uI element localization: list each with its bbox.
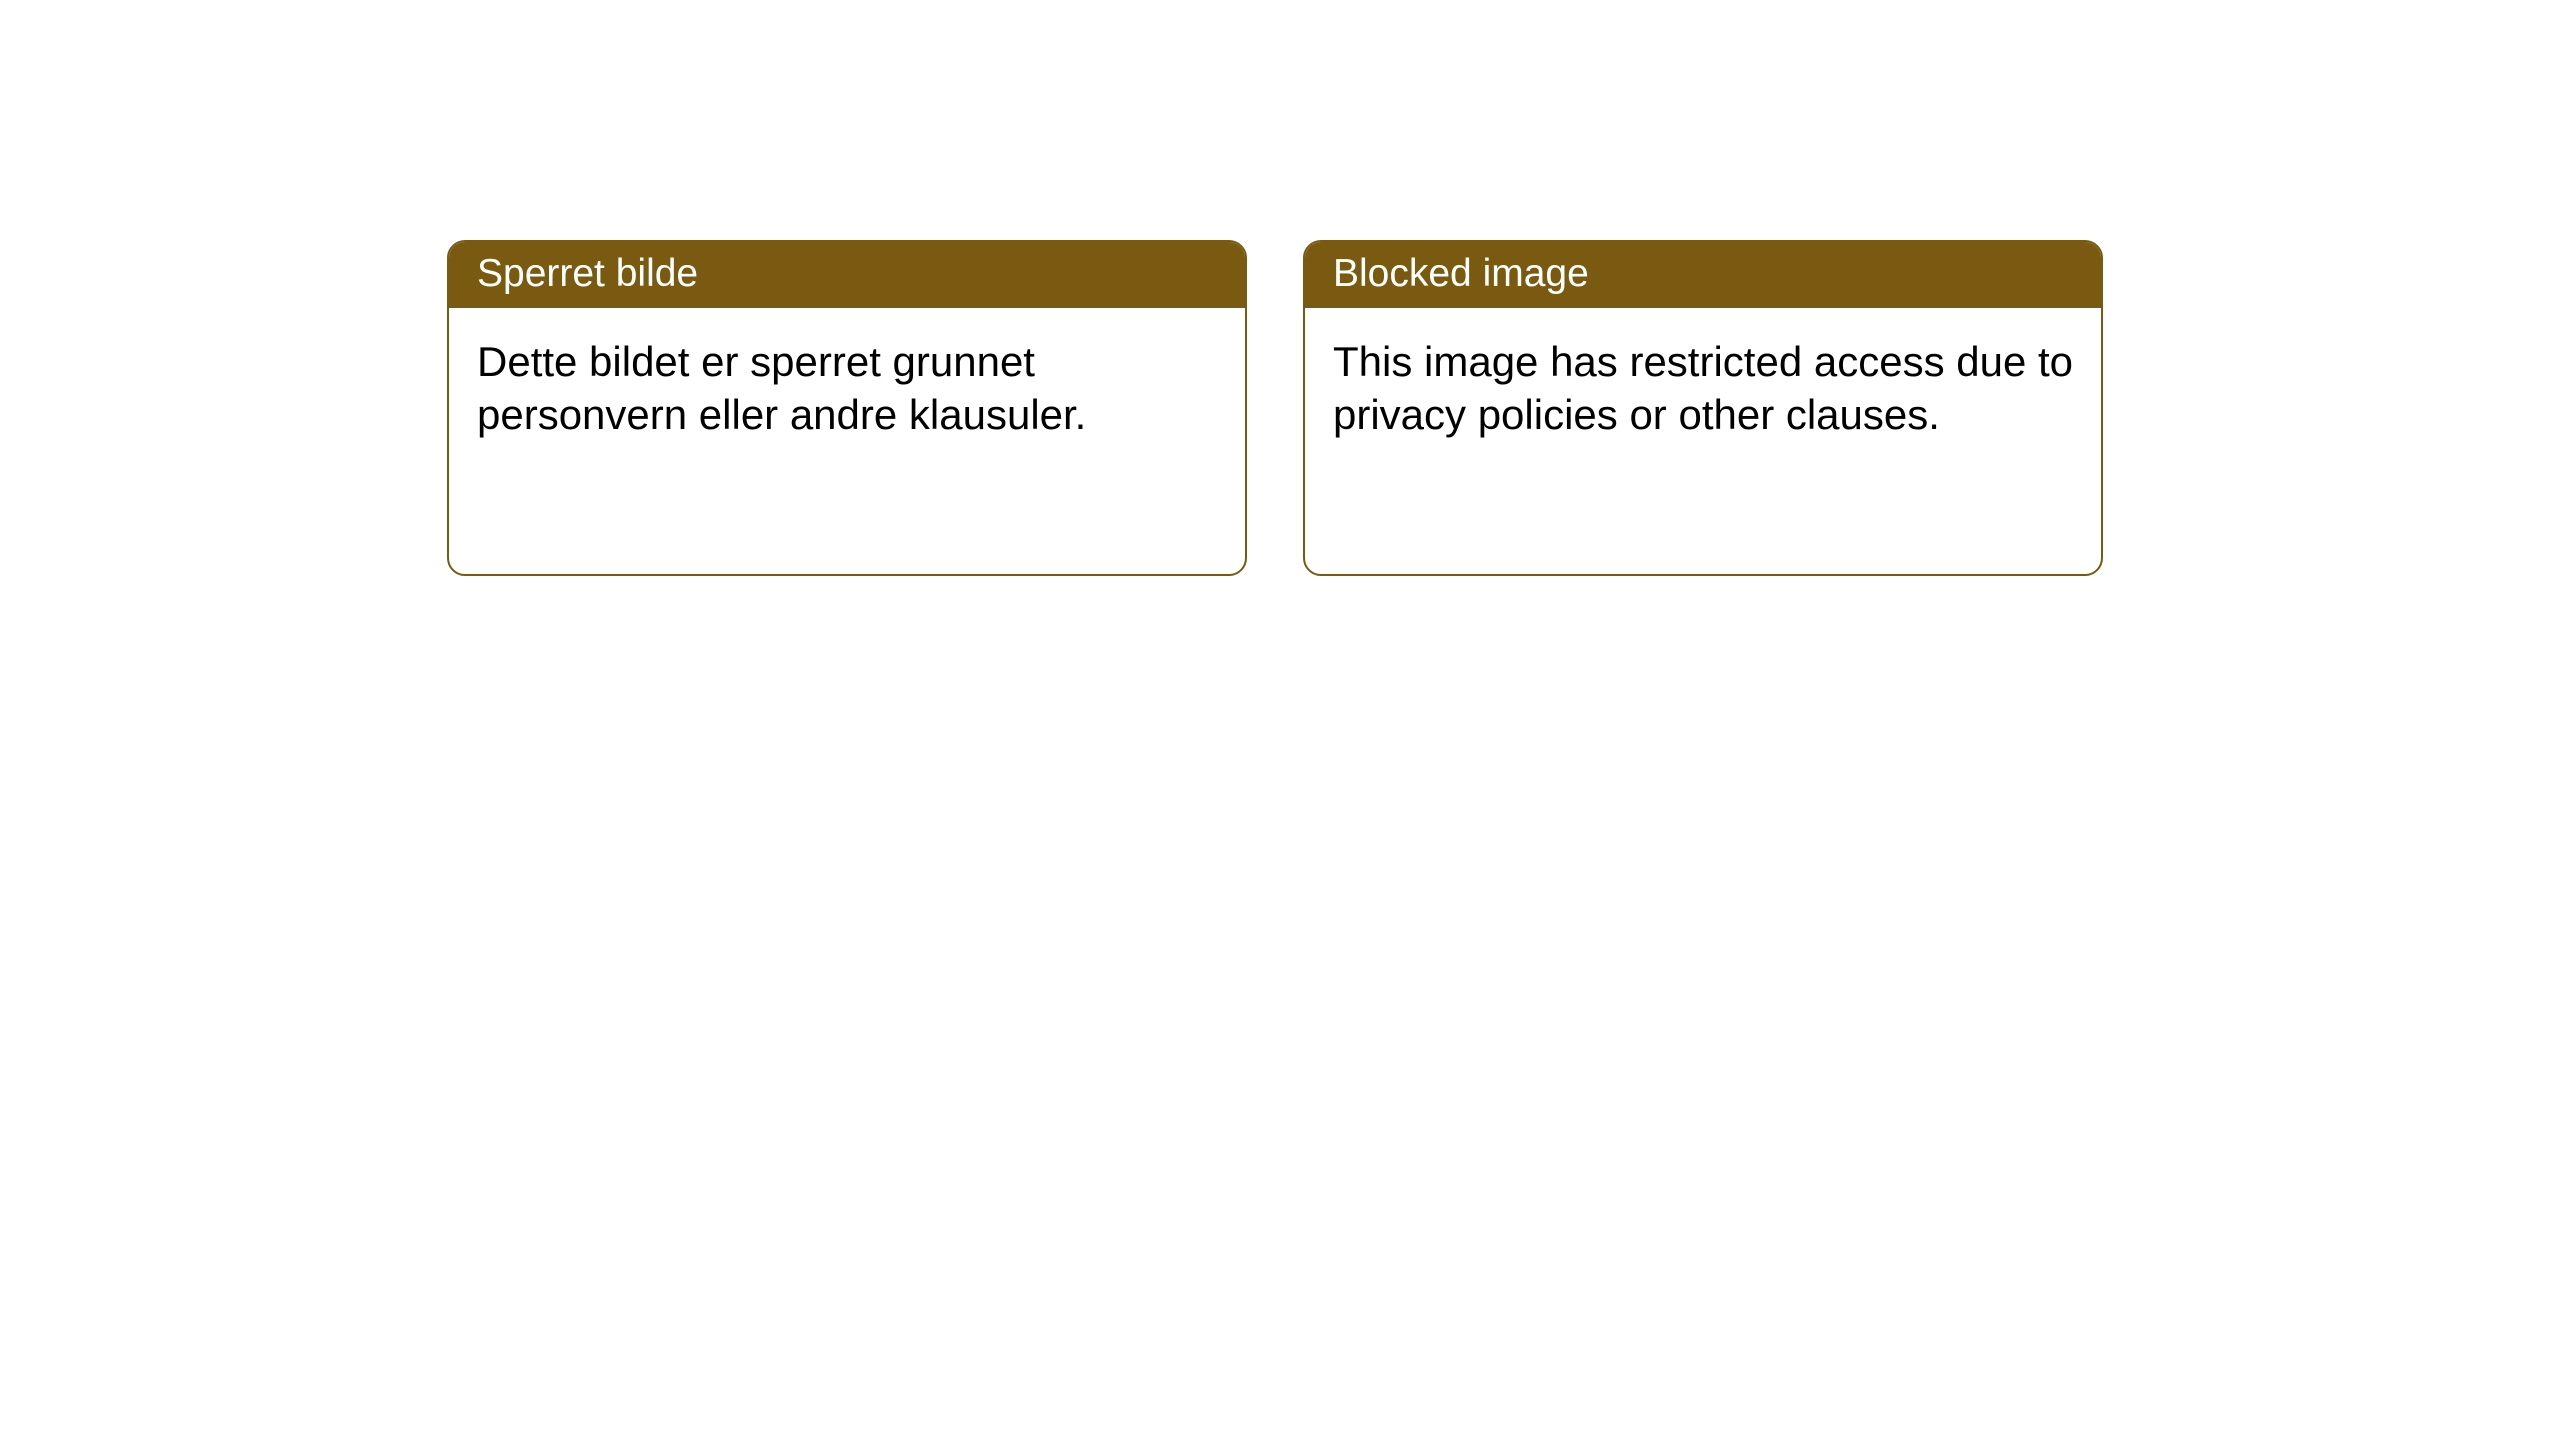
notice-container: Sperret bilde Dette bildet er sperret gr… (0, 0, 2560, 576)
notice-header: Sperret bilde (449, 242, 1245, 308)
notice-message: Dette bildet er sperret grunnet personve… (477, 338, 1086, 438)
notice-card-norwegian: Sperret bilde Dette bildet er sperret gr… (447, 240, 1247, 576)
notice-body: This image has restricted access due to … (1305, 308, 2101, 469)
notice-title: Blocked image (1333, 252, 1589, 295)
notice-card-english: Blocked image This image has restricted … (1303, 240, 2103, 576)
notice-body: Dette bildet er sperret grunnet personve… (449, 308, 1245, 469)
notice-message: This image has restricted access due to … (1333, 338, 2073, 438)
notice-header: Blocked image (1305, 242, 2101, 308)
notice-title: Sperret bilde (477, 252, 698, 295)
